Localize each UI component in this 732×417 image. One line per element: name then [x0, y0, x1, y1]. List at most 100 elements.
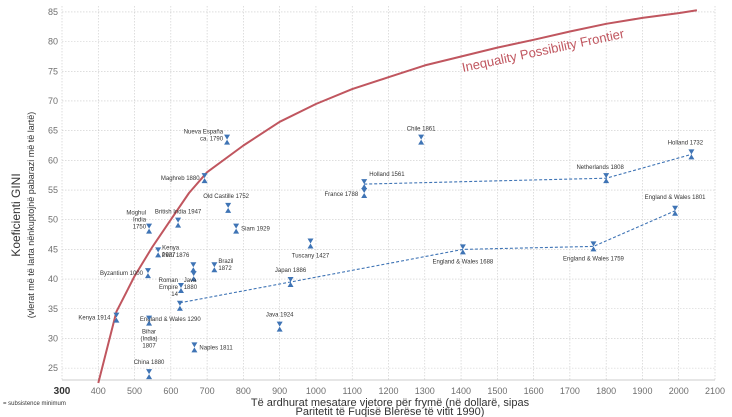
data-point: Roman Empire 14: [159, 278, 184, 298]
x-axis-title-line2: Paritetit të Fuqisë Blerëse të vitit 199…: [296, 406, 485, 417]
data-point: England & Wales 1801: [645, 195, 706, 216]
point-marker: [146, 315, 153, 326]
data-point: Moghul India 1750: [126, 211, 153, 234]
point-label: Kenya 1914: [78, 316, 111, 322]
y-axis-title: Koeficienti GINI: [9, 173, 23, 256]
point-marker: [211, 262, 218, 273]
point-marker: [672, 205, 679, 216]
point-label: England & Wales 1759: [563, 256, 624, 262]
point-marker: [688, 149, 695, 160]
x-tick-label: 600: [163, 386, 178, 396]
y-tick-label: 40: [48, 274, 58, 284]
grid: [61, 6, 716, 381]
point-label: England & Wales 1801: [645, 195, 706, 201]
data-point: England & Wales 1688: [432, 244, 494, 265]
x-tick-label: 300: [54, 386, 71, 397]
point-label: Siam 1929: [241, 227, 270, 233]
point-label: Nueva España ca. 1790: [184, 130, 224, 143]
x-tick-label: 1100: [343, 386, 362, 396]
y-tick-label: 25: [48, 363, 58, 373]
point-marker: [177, 282, 184, 293]
x-tick-label: 1400: [451, 386, 471, 396]
point-label: Peru 1876: [162, 253, 190, 259]
point-marker: [287, 277, 294, 288]
y-tick-label: 35: [48, 304, 58, 314]
x-tick-label: 1900: [632, 386, 652, 396]
point-label: Java 1924: [266, 313, 294, 319]
point-label: England & Wales 1290: [140, 317, 201, 323]
x-tick-label: 1800: [596, 386, 616, 396]
point-marker: [224, 134, 231, 145]
x-tick-label: 500: [127, 386, 142, 396]
point-label: Naples 1811: [199, 345, 233, 351]
frontier-line: [97, 9, 698, 384]
x-tick-label: 400: [91, 386, 106, 396]
data-point: Peru 1876: [162, 253, 197, 273]
y-tick-label: 85: [48, 7, 58, 17]
point-marker: [155, 247, 162, 258]
point-marker: [459, 244, 466, 255]
data-point: England & Wales 1759: [563, 241, 625, 262]
data-point: Siam 1929: [233, 223, 270, 234]
x-tick-label: 700: [200, 386, 215, 396]
trend-line: [364, 153, 692, 185]
point-marker: [175, 217, 182, 228]
x-tick-label: 2100: [705, 386, 725, 396]
frontier-curve: [97, 9, 698, 384]
point-label: Byzantium 1000: [100, 271, 144, 277]
y-tick-label: 80: [48, 37, 58, 47]
point-marker: [361, 188, 368, 198]
point-label: Brazil 1872: [218, 259, 233, 272]
point-marker: [418, 134, 425, 145]
data-point: Kenya 1914: [78, 312, 120, 323]
data-point: Byzantium 1000: [100, 268, 151, 279]
point-marker: [144, 268, 151, 279]
data-point: Old Castille 1752: [203, 194, 250, 213]
point-label: Chile 1861: [407, 127, 436, 133]
x-tick-label: 1200: [378, 386, 398, 396]
y-tick-label: 75: [48, 66, 58, 76]
data-point: Bihar (India) 1807: [141, 315, 158, 350]
subsistence-note-text: = subsistence minimum: [3, 401, 66, 407]
point-label: British India 1947: [155, 210, 202, 216]
y-tick-label: 30: [48, 333, 58, 343]
data-point: England & Wales 1290: [140, 300, 201, 323]
x-tick-label: 1300: [415, 386, 435, 396]
data-point: Holland 1732: [668, 140, 704, 160]
point-marker: [233, 223, 240, 234]
x-tick-label: 1700: [560, 386, 580, 396]
point-marker: [603, 173, 610, 184]
point-label: Java 1880: [184, 278, 198, 291]
point-marker: [190, 262, 197, 273]
point-label: Bihar (India) 1807: [141, 330, 158, 350]
point-label: France 1788: [324, 192, 358, 198]
point-marker: [191, 342, 198, 353]
point-marker: [113, 312, 120, 323]
point-marker: [146, 223, 153, 234]
data-point: Nueva España ca. 1790: [184, 130, 231, 145]
y-tick-label: 70: [48, 96, 58, 106]
data-point: Japan 1886: [275, 268, 307, 288]
subsistence-note: = subsistence minimum: [3, 401, 66, 407]
data-point: Brazil 1872: [211, 259, 233, 273]
point-label: Moghul India 1750: [126, 211, 146, 231]
point-label: Old Castille 1752: [203, 194, 249, 200]
point-label: Holland 1561: [369, 172, 405, 178]
y-tick-label: 55: [48, 185, 58, 195]
point-label: Maghreb 1880: [161, 176, 200, 182]
data-point: Maghreb 1880: [161, 173, 208, 184]
y-axis-ticks: 25 30 35 40 45 50 55 60 65 70 75 80 85: [48, 7, 58, 373]
x-tick-label: 800: [236, 386, 251, 396]
x-tick-label: 1500: [487, 386, 507, 396]
point-label: Roman Empire 14: [159, 278, 179, 298]
x-axis-title: Të ardhurat mesatare vjetore për frymë (…: [251, 397, 530, 409]
data-point: France 1788: [324, 188, 368, 198]
data-point: Kenya 1927: [155, 245, 180, 258]
point-marker: [361, 179, 368, 190]
y-axis-subtitle: (vlerat më të larta nënkuptojnë pabarazi…: [26, 112, 36, 319]
data-point: Netherlands 1808: [576, 165, 625, 184]
point-marker: [201, 173, 208, 184]
x-tick-label: 1600: [524, 386, 544, 396]
x-tick-label: 900: [272, 386, 287, 396]
